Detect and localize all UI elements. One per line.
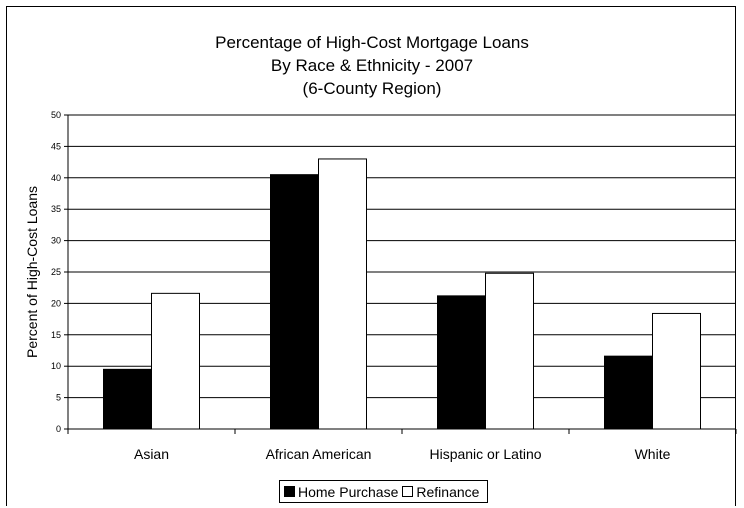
y-tick-label: 15 <box>51 330 61 340</box>
chart-title-line-1: Percentage of High-Cost Mortgage Loans <box>215 33 529 52</box>
bar-home-purchase-african-american <box>270 174 319 430</box>
y-tick-label: 45 <box>51 141 61 151</box>
legend-label-refinance: Refinance <box>416 483 480 500</box>
x-tick-label: Asian <box>134 446 169 462</box>
y-axis-label: Percent of High-Cost Loans <box>24 186 40 358</box>
chart-title-line-3: (6-County Region) <box>302 79 442 98</box>
x-tick-label: White <box>635 446 671 462</box>
bar-home-purchase-white <box>604 355 653 430</box>
y-tick-label: 25 <box>51 267 61 277</box>
x-tick-label: Hispanic or Latino <box>429 446 541 462</box>
y-tick-label: 30 <box>51 236 61 246</box>
legend-item-home-purchase: Home Purchase <box>284 484 398 500</box>
legend-swatch-home-purchase <box>284 486 295 497</box>
y-tick-label: 50 <box>51 110 61 120</box>
y-tick-label: 5 <box>56 393 61 403</box>
bar-refinance-white <box>652 312 701 430</box>
legend-label-home-purchase: Home Purchase <box>298 483 399 500</box>
legend-swatch-refinance <box>402 486 414 497</box>
bar-refinance-hispanic-or-latino <box>485 272 534 430</box>
y-tick-label: 0 <box>56 424 61 434</box>
y-tick-label: 20 <box>51 298 61 308</box>
x-tick-label: African American <box>266 446 372 462</box>
y-tick-label: 10 <box>51 361 61 371</box>
bar-refinance-african-american <box>318 158 367 430</box>
legend: Home Purchase Refinance <box>279 480 489 503</box>
y-tick-label: 35 <box>51 204 61 214</box>
legend-item-refinance: Refinance <box>402 484 479 500</box>
bar-home-purchase-asian <box>103 368 152 430</box>
bar-refinance-asian <box>151 292 200 430</box>
y-tick-label: 40 <box>51 173 61 183</box>
chart-title-line-2: By Race & Ethnicity - 2007 <box>270 56 474 75</box>
bar-home-purchase-hispanic-or-latino <box>437 295 486 430</box>
